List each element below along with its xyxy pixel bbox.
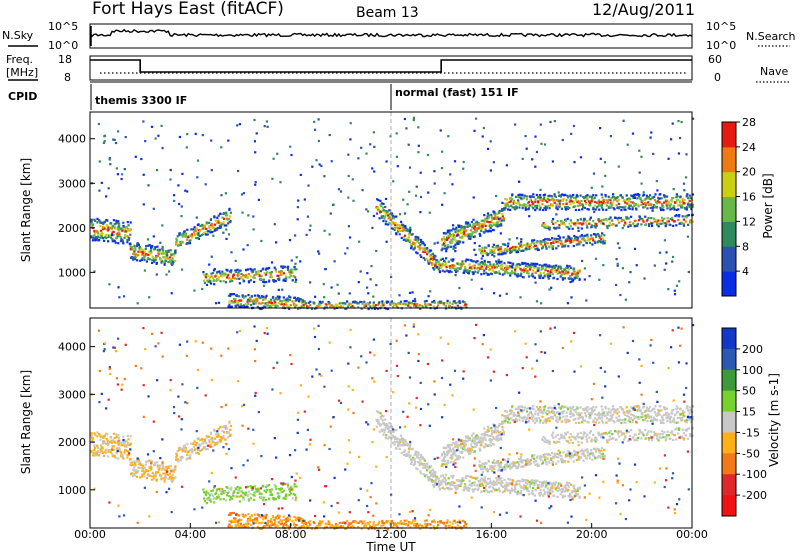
colorbar-tick-label: -100 [742,468,767,481]
station-title: Fort Hays East (fitACF) [92,0,284,19]
y-tick-label: 1000 [58,484,86,497]
nsearch-tick-top: 10^5 [706,20,736,33]
colorbar-swatch [722,390,736,413]
power-colorbar: 4 8 12 16 20 24 28 [721,116,756,297]
time-axis: 00:00 04:00 08:00 12:00 16:00 20:00 00:00 [74,523,708,541]
colorbar-swatch [722,474,736,496]
colorbar-swatch [722,411,736,433]
nave-tick-top: 60 [708,53,722,66]
y-tick-label: 3000 [58,177,86,190]
velocity-panel: 1000 2000 3000 4000 Slant Range [km] 200 100… [19,317,781,531]
nave-label: Nave [760,65,788,78]
beam-title: Beam 13 [356,5,419,21]
nsearch-tick-bottom: 10^0 [706,39,736,52]
colorbar-swatch [722,369,736,392]
power-scatter [90,116,695,311]
colorbar-tick-label: 4 [742,265,749,278]
colorbar-swatch [722,348,736,371]
colorbar-tick-label: 200 [742,343,763,356]
colorbar-swatch [722,171,736,198]
x-tick-label: 00:00 [74,528,106,541]
colorbar-swatch [722,122,736,148]
nave-tick-bottom: 0 [714,71,721,84]
colorbar-swatch [722,221,736,247]
y-tick-label: 4000 [58,133,86,146]
frequency-line [90,59,692,73]
velocity-ylabel: Slant Range [km] [19,370,33,474]
colorbar-tick-label: 15 [742,406,756,419]
cpid-mode-0: themis 3300 IF [95,94,187,107]
colorbar-tick-label: 24 [742,141,756,154]
cpid-panel: CPID themis 3300 IF normal (fast) 151 IF [8,81,692,110]
colorbar-swatch [722,453,736,475]
colorbar-tick-label: 8 [742,240,749,253]
power-panel: 1000 2000 3000 4000 Slant Range [km] 4 8 12 16… [19,111,775,311]
noise-trace [89,26,693,46]
y-tick-label: 3000 [58,388,86,401]
nsearch-label: N.Search [746,30,796,43]
time-axis-label: Time UT [365,540,416,554]
power-ylabel: Slant Range [km] [19,158,33,262]
colorbar-tick-label: -15 [742,426,760,439]
x-tick-label: 12:00 [375,528,407,541]
colorbar-tick-label: 12 [742,215,756,228]
nsky-tick-bottom: 10^0 [48,39,78,52]
colorbar-swatch [722,495,736,517]
colorbar-tick-label: -50 [742,447,760,460]
colorbar-tick-label: 16 [742,191,756,204]
nsky-label: N.Sky [2,29,34,42]
velocity-colorbar: 200 100 50 15 -15 -50 -100 -200 [721,327,767,517]
nsky-tick-top: 10^5 [48,20,78,33]
x-tick-label: 04:00 [174,528,206,541]
cpid-label: CPID [8,90,37,103]
y-tick-label: 4000 [58,341,86,354]
freq-label: Freq. [6,53,33,66]
date-title: 12/Aug/2011 [592,0,695,19]
freq-tick-bottom: 8 [64,71,71,84]
freq-tick-top: 18 [58,53,72,66]
colorbar-swatch [722,196,736,222]
colorbar-swatch [722,246,736,272]
freq-unit: [MHz] [6,66,38,79]
x-tick-label: 08:00 [275,528,307,541]
frequency-panel: Freq. [MHz] 18 8 60 0 Nave [6,53,790,84]
y-tick-label: 2000 [58,222,86,235]
noise-panel: N.Sky 10^5 10^0 10^5 10^0 N.Search [2,20,796,52]
colorbar-swatch [722,271,736,297]
y-tick-label: 1000 [58,266,86,279]
x-tick-label: 00:00 [676,528,708,541]
y-tick-label: 2000 [58,436,86,449]
power-colorbar-label: Power [dB] [761,173,775,238]
colorbar-tick-label: 50 [742,385,756,398]
x-tick-label: 20:00 [576,528,608,541]
nsky-line [89,28,693,38]
velocity-colorbar-label: Velocity [m s-1] [767,373,781,467]
freq-trace [90,59,692,74]
colorbar-swatch [722,432,736,454]
x-tick-label: 16:00 [475,528,507,541]
colorbar-tick-label: 100 [742,364,763,377]
colorbar-swatch [722,146,736,173]
colorbar-swatch [722,328,736,350]
colorbar-tick-label: 28 [742,116,756,129]
velocity-scatter [90,323,695,531]
cpid-mode-1: normal (fast) 151 IF [395,86,519,99]
colorbar-tick-label: 20 [742,166,756,179]
colorbar-tick-label: -200 [742,489,767,502]
